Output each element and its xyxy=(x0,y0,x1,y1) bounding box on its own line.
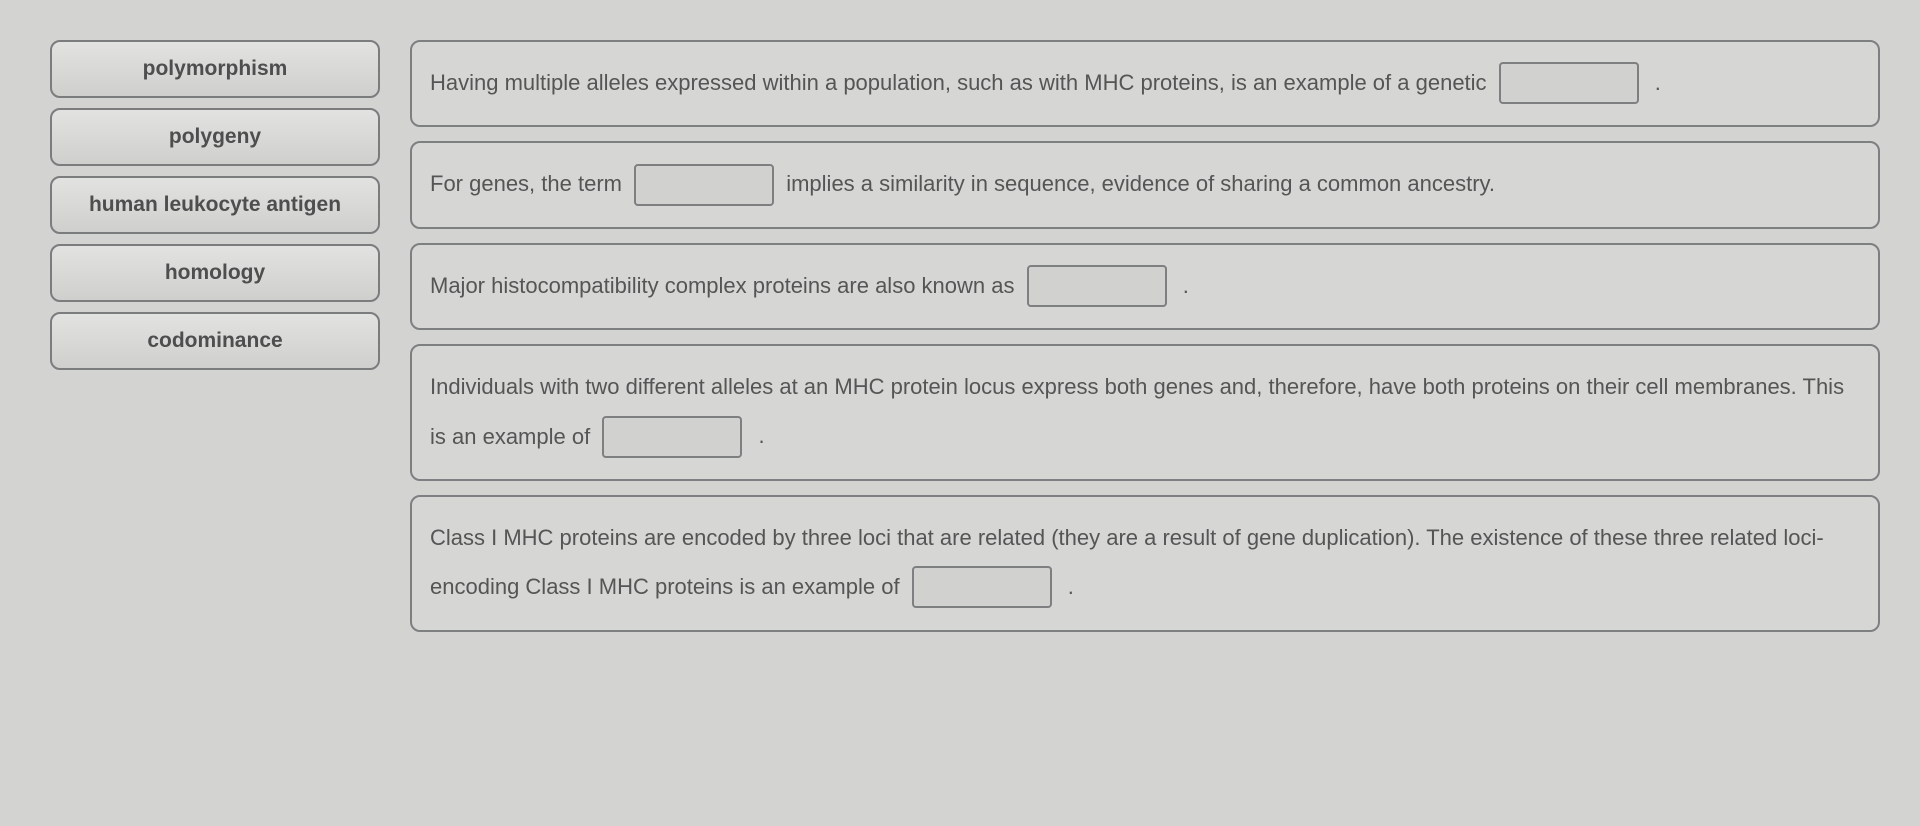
term-tile-polymorphism[interactable]: polymorphism xyxy=(50,40,380,98)
sentence-box-5: Class I MHC proteins are encoded by thre… xyxy=(410,495,1880,632)
term-tile-homology[interactable]: homology xyxy=(50,244,380,302)
term-label: human leukocyte antigen xyxy=(89,193,341,217)
drop-blank[interactable] xyxy=(1027,265,1167,307)
sentence-box-1: Having multiple alleles expressed within… xyxy=(410,40,1880,127)
sentence-text: Class I MHC proteins are encoded by thre… xyxy=(430,525,1824,599)
sentence-box-4: Individuals with two different alleles a… xyxy=(410,344,1880,481)
drop-blank[interactable] xyxy=(602,416,742,458)
sentence-text: Major histocompatibility complex protein… xyxy=(430,273,1021,298)
term-label: codominance xyxy=(147,329,282,353)
term-tile-human-leukocyte-antigen[interactable]: human leukocyte antigen xyxy=(50,176,380,234)
term-label: homology xyxy=(165,261,265,285)
term-label: polymorphism xyxy=(143,57,288,81)
drop-blank[interactable] xyxy=(912,566,1052,608)
term-tile-codominance[interactable]: codominance xyxy=(50,312,380,370)
sentence-box-3: Major histocompatibility complex protein… xyxy=(410,243,1880,330)
sentence-text: . xyxy=(1183,273,1189,298)
sentence-text: . xyxy=(1068,574,1074,599)
sentence-text: Having multiple alleles expressed within… xyxy=(430,70,1493,95)
terms-column: polymorphism polygeny human leukocyte an… xyxy=(50,40,380,370)
term-label: polygeny xyxy=(169,125,261,149)
term-tile-polygeny[interactable]: polygeny xyxy=(50,108,380,166)
sentence-text: . xyxy=(1655,70,1661,95)
matching-layout: polymorphism polygeny human leukocyte an… xyxy=(50,40,1880,632)
sentences-column: Having multiple alleles expressed within… xyxy=(410,40,1880,632)
drop-blank[interactable] xyxy=(634,164,774,206)
sentence-text: For genes, the term xyxy=(430,171,628,196)
drop-blank[interactable] xyxy=(1499,62,1639,104)
sentence-text: . xyxy=(758,423,764,448)
sentence-box-2: For genes, the term implies a similarity… xyxy=(410,141,1880,228)
sentence-text: implies a similarity in sequence, eviden… xyxy=(786,171,1495,196)
